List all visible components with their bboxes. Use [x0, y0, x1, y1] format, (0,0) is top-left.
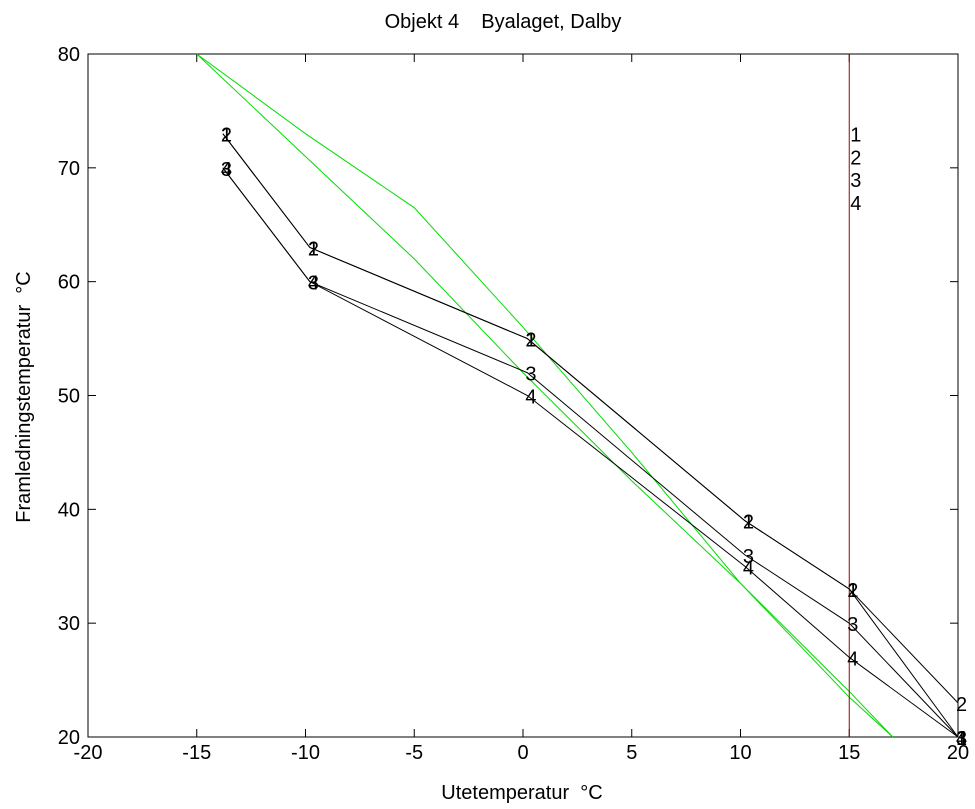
point-label-3: 3	[525, 364, 536, 386]
chart-title: Objekt 4 Byalaget, Dalby	[385, 11, 622, 33]
point-label-4: 4	[525, 387, 536, 409]
x-tick-label: 5	[626, 742, 637, 764]
point-label-4: 4	[221, 159, 232, 181]
x-axis-label: Utetemperatur °C	[441, 782, 602, 804]
point-label-2: 2	[525, 330, 536, 352]
series-line-2	[222, 133, 959, 704]
y-tick-label: 80	[58, 44, 80, 66]
reference-line-2	[196, 53, 894, 738]
y-tick-label: 60	[58, 272, 80, 294]
point-label-1: 1	[221, 125, 232, 147]
y-tick-label: 30	[58, 613, 80, 635]
point-label-3: 3	[308, 273, 319, 295]
y-tick-label: 20	[58, 727, 80, 749]
x-tick-label: -10	[291, 742, 320, 764]
marker-label-2: 2	[850, 147, 861, 169]
point-label-3: 3	[743, 546, 754, 568]
y-axis-label: Framledningstemperatur °C	[13, 271, 35, 522]
point-label-4: 4	[308, 273, 319, 295]
point-label-2: 2	[847, 580, 858, 602]
point-label-2: 2	[221, 125, 232, 147]
reference-line-1	[196, 53, 894, 738]
marker-label-4: 4	[850, 193, 861, 215]
marker-label-3: 3	[850, 170, 861, 192]
point-label-3: 3	[221, 159, 232, 181]
series-line-4	[222, 167, 959, 738]
x-tick-label: 0	[517, 742, 528, 764]
plot-area: -20 -15 -10 -5 0 5 10 15 20203040506070801111112…	[58, 44, 969, 764]
point-label-1: 1	[847, 580, 858, 602]
series-line-1	[222, 133, 959, 738]
point-label-1: 1	[743, 512, 754, 534]
point-label-2: 2	[743, 512, 754, 534]
y-tick-label: 50	[58, 386, 80, 408]
point-label-1: 1	[956, 728, 967, 750]
x-tick-label: 20	[947, 742, 969, 764]
point-label-4: 4	[847, 648, 858, 670]
point-label-4: 4	[743, 557, 754, 579]
point-label-3: 3	[956, 728, 967, 750]
axes-box	[87, 53, 959, 738]
x-tick-label: -5	[405, 742, 423, 764]
point-label-2: 2	[956, 694, 967, 716]
point-label-4: 4	[956, 728, 967, 750]
x-tick-label: 10	[729, 742, 751, 764]
y-tick-label: 70	[58, 158, 80, 180]
marker-label-1: 1	[850, 125, 861, 147]
y-tick-label: 40	[58, 499, 80, 521]
x-tick-label: -15	[182, 742, 211, 764]
point-label-1: 1	[308, 239, 319, 261]
point-label-2: 2	[308, 239, 319, 261]
point-label-1: 1	[525, 330, 536, 352]
point-label-3: 3	[847, 614, 858, 636]
x-tick-label: 15	[838, 742, 860, 764]
x-tick-label: -20	[74, 742, 103, 764]
